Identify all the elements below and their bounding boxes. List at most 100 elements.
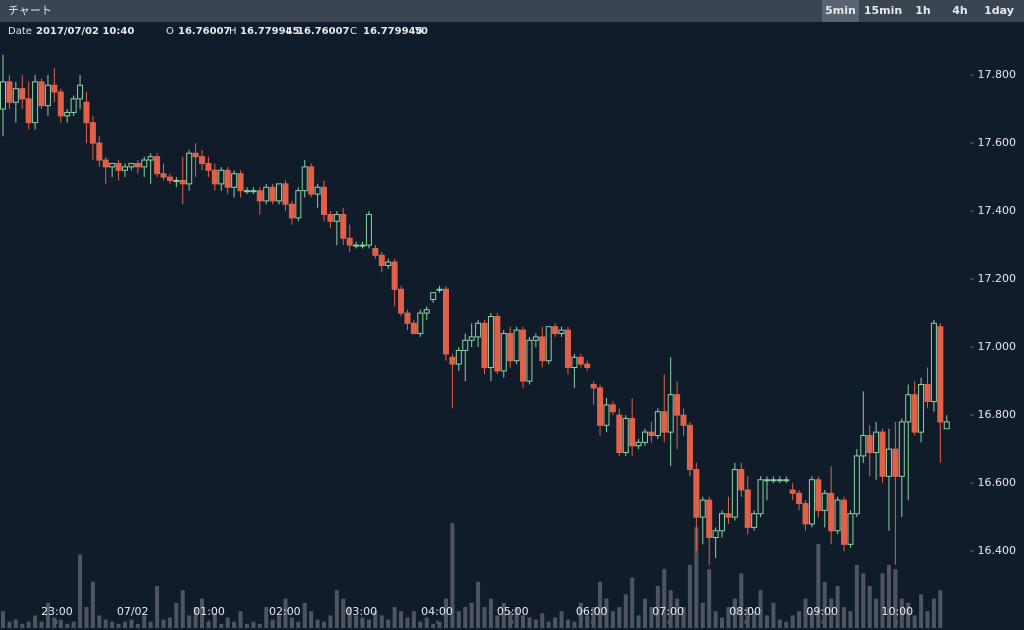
volume-bar (668, 590, 673, 628)
candle-body (378, 254, 385, 266)
volume-bar (219, 623, 224, 628)
volume-bar (193, 607, 198, 628)
candle-body (776, 479, 783, 482)
candle-body (481, 322, 488, 369)
volume-bar (630, 577, 635, 628)
volume-bar (559, 611, 564, 628)
interval-button[interactable]: 4h (952, 4, 968, 17)
y-tick-label: 17.000 (978, 340, 1017, 353)
candle-body (834, 499, 841, 532)
candle-body (160, 173, 167, 178)
volume-bar (328, 615, 333, 628)
volume-bar (912, 615, 917, 628)
candle-body (783, 479, 790, 482)
candle-body (38, 81, 45, 107)
volume-bar (874, 598, 879, 628)
candle-body (693, 469, 700, 518)
volume-bar (187, 615, 192, 628)
volume-bar (604, 598, 609, 628)
candle-body (295, 190, 302, 219)
candle-body (648, 431, 655, 437)
candle-body (372, 247, 379, 256)
candle-body (866, 435, 873, 454)
candle-body (96, 142, 103, 161)
volume-bar (919, 594, 924, 628)
candle-body (751, 513, 758, 528)
candle-body (507, 333, 514, 362)
volume-bar (925, 611, 930, 628)
interval-button[interactable]: 5min (825, 4, 856, 17)
interval-button[interactable]: 1h (915, 4, 931, 17)
volume-bar (450, 523, 455, 628)
info-label: V (415, 26, 422, 37)
volume-bar (7, 621, 12, 628)
top-bar (0, 0, 1024, 22)
volume-bar (931, 598, 936, 628)
volume-bar (546, 621, 551, 628)
candle-body (186, 152, 193, 185)
candle-body (263, 186, 270, 202)
volume-bar (643, 598, 647, 628)
volume-bar (122, 621, 127, 628)
volume-bar (251, 621, 256, 628)
volume-bar (745, 607, 750, 628)
candle-body (269, 186, 276, 202)
volume-bar (732, 598, 737, 628)
volume-bar (103, 619, 108, 628)
candle-body (321, 186, 327, 215)
candle-body (847, 513, 854, 545)
volume-bar (334, 590, 339, 628)
volume-bar (456, 611, 461, 628)
volume-bar (264, 607, 269, 628)
candle-body (487, 315, 494, 369)
candle-body (385, 261, 392, 266)
candle-body (680, 414, 687, 426)
candle-body (462, 339, 469, 352)
candle-body (141, 159, 148, 168)
info-value: 0 (421, 26, 428, 37)
volume-bar (200, 598, 205, 628)
candle-body (789, 489, 796, 494)
volume-bar (527, 617, 532, 628)
volume-bar (585, 615, 590, 628)
candle-body (879, 431, 886, 477)
volume-bar (713, 611, 718, 628)
candle-body (218, 169, 225, 185)
volume-bar (707, 569, 712, 628)
volume-bar (675, 598, 680, 628)
candle-body (154, 156, 161, 175)
candle-body (398, 288, 405, 314)
volume-bar (71, 621, 76, 628)
volume-bar (521, 615, 526, 628)
candle-body (712, 530, 719, 539)
candle-body (802, 503, 809, 525)
candle-body (70, 98, 77, 113)
y-tick-label: 17.200 (978, 272, 1017, 285)
volume-bar (65, 623, 70, 628)
info-label: C (350, 26, 357, 37)
volume-bar (33, 615, 38, 628)
interval-button[interactable]: 1day (984, 4, 1014, 17)
candle-body (719, 513, 726, 532)
volume-bar (893, 569, 898, 628)
volume-bar (45, 602, 50, 628)
candle-body (346, 237, 353, 246)
candle-body (340, 213, 347, 239)
volume-bar (720, 617, 725, 628)
volume-bar (129, 619, 134, 628)
volume-bar (174, 602, 179, 628)
volume-bar (694, 527, 699, 628)
volume-bar (379, 615, 384, 628)
candle-body (545, 326, 552, 362)
volume-bar (822, 581, 827, 628)
interval-button-bg (822, 0, 859, 22)
volume-bar (373, 611, 378, 628)
volume-bar (386, 619, 391, 628)
volume-bar (488, 598, 493, 628)
candle-body (577, 356, 584, 365)
candle-body (77, 84, 84, 100)
candle-body (333, 213, 340, 222)
candle-body (410, 322, 417, 335)
interval-button[interactable]: 15min (864, 4, 902, 17)
volume-bar (399, 611, 404, 628)
